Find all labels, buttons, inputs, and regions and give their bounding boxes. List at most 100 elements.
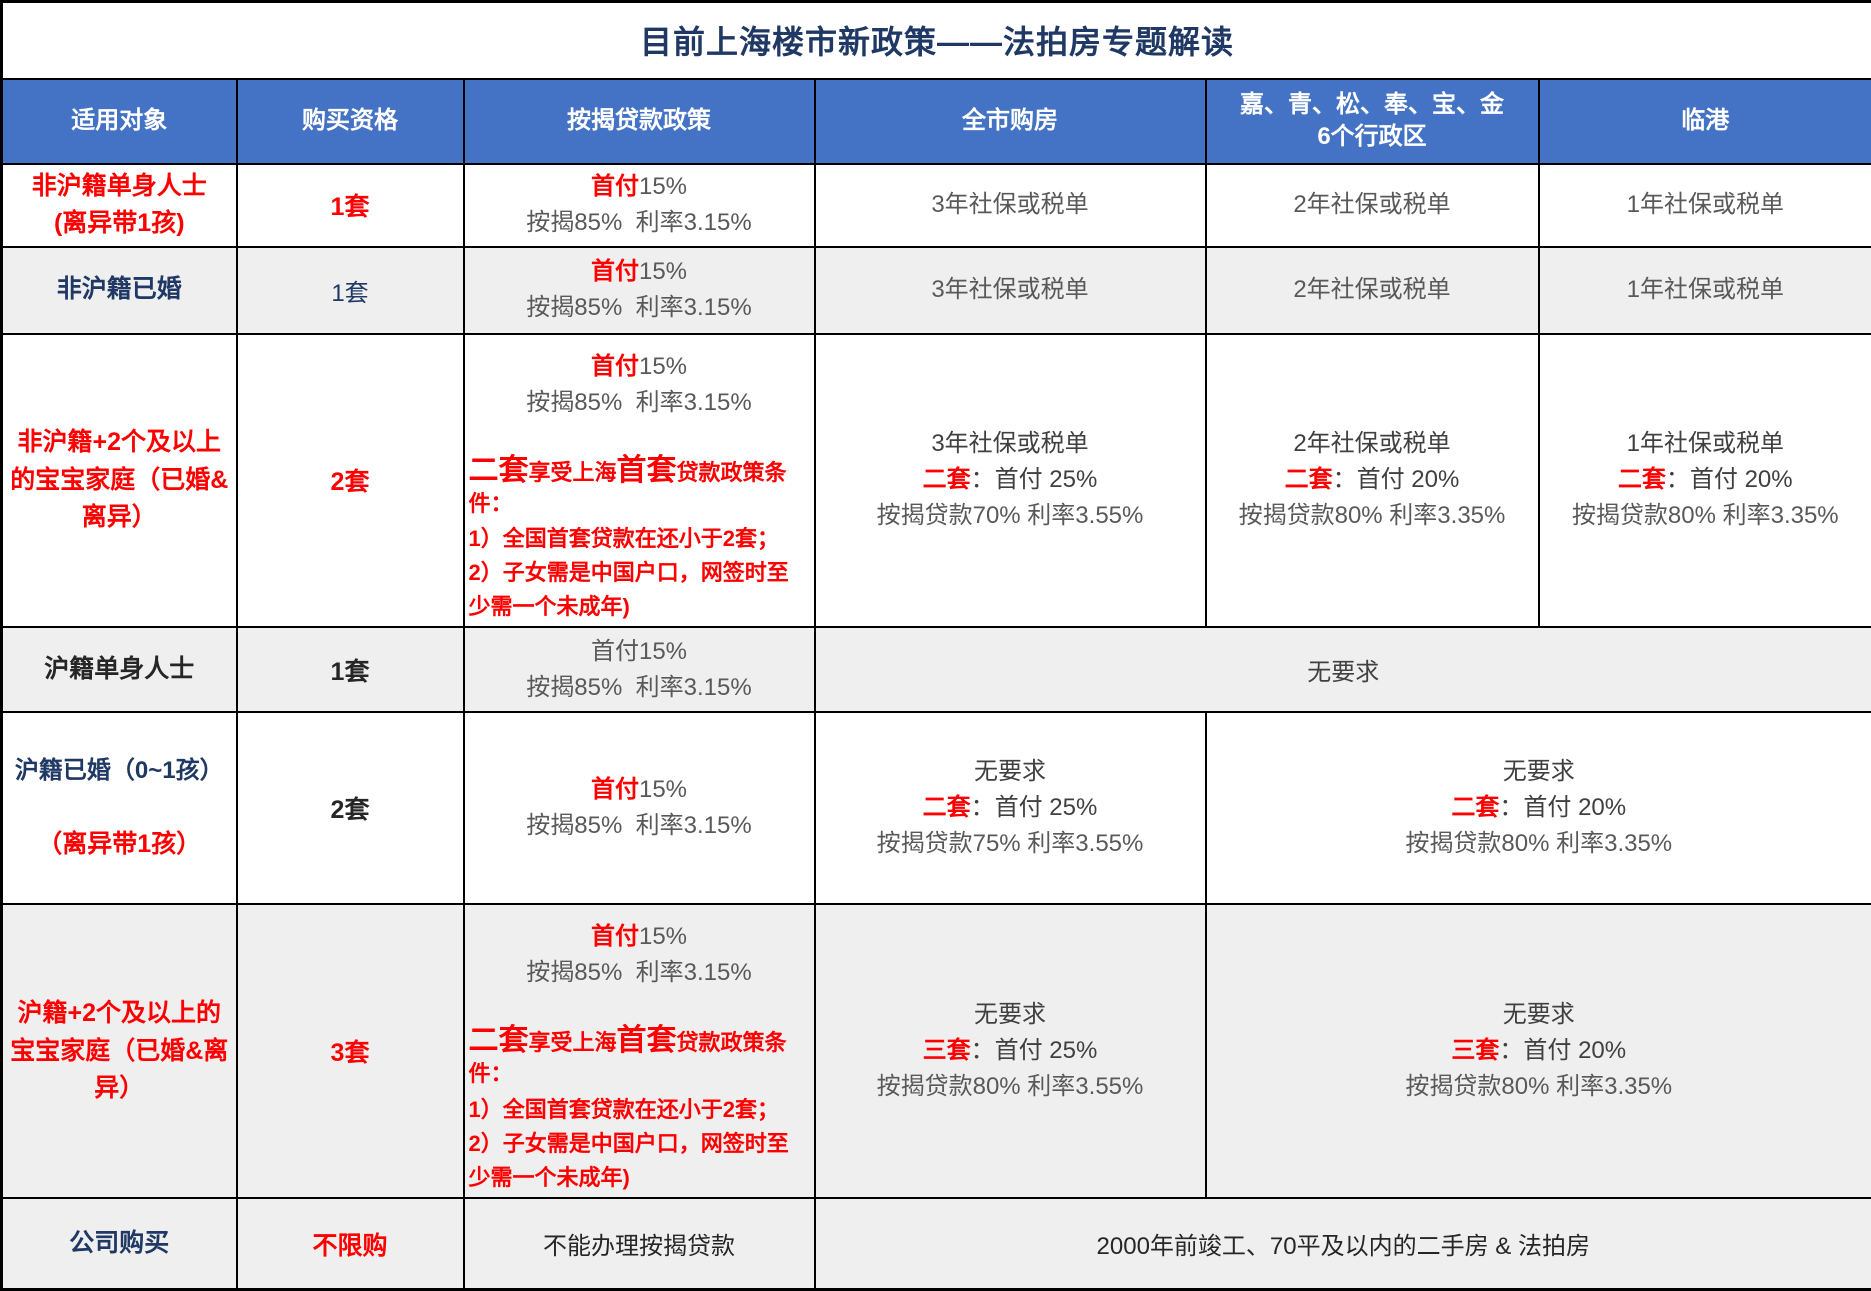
loan-rate-line: 按揭贷款80% 利率3.35%: [1211, 826, 1868, 862]
cell-citywide: 3年社保或税单 二套：首付 25% 按揭贷款70% 利率3.55%: [815, 334, 1206, 628]
loan-rate-line: 按揭贷款80% 利率3.35%: [1211, 1069, 1868, 1105]
cell-qualification: 1套: [237, 627, 464, 712]
note-tier: 二套: [469, 1024, 529, 1057]
mortgage-rate-line: 按揭85% 利率3.15%: [469, 385, 810, 421]
cell-qualification: 3套: [237, 904, 464, 1198]
tier-downpayment: ：首付 25%: [971, 1037, 1098, 1064]
cell-citywide: 无要求 三套：首付 25% 按揭贷款80% 利率3.55%: [815, 904, 1206, 1198]
cell-subject: 非沪籍+2个及以上的宝宝家庭（已婚&离异）: [2, 334, 237, 628]
tier-downpayment-line: 三套：首付 25%: [820, 1033, 1201, 1069]
social-requirement: 无要求: [820, 754, 1201, 790]
down-payment-line: 首付15%: [469, 772, 810, 808]
subject-line-1: 沪籍已婚（0~1孩）: [7, 753, 232, 789]
second-home-note: 二套享受上海首套贷款政策条件： 1）全国首套贷款在还小于2套； 2）子女需是中国…: [469, 1021, 810, 1195]
cell-lingang: 1年社保或税单: [1539, 247, 1871, 334]
cell-merged-districts: 无要求 二套：首付 20% 按揭贷款80% 利率3.35%: [1206, 712, 1871, 904]
table-row: 沪籍已婚（0~1孩） （离异带1孩） 2套 首付15% 按揭85% 利率3.15…: [2, 712, 1871, 904]
down-payment-value: 15%: [639, 776, 687, 803]
tier-downpayment: ：首付 20%: [1499, 1037, 1626, 1064]
note-title: 二套享受上海首套贷款政策条件：: [469, 451, 810, 519]
mortgage-rate-line: 按揭85% 利率3.15%: [469, 290, 810, 326]
social-requirement: 无要求: [1211, 754, 1868, 790]
loan-rate-line: 按揭贷款80% 利率3.35%: [1211, 498, 1534, 534]
cell-mortgage: 首付15% 按揭85% 利率3.15%: [464, 627, 815, 712]
social-requirement: 2年社保或税单: [1211, 426, 1534, 462]
tier-downpayment-line: 二套：首付 20%: [1211, 462, 1534, 498]
tier-downpayment: ：首付 25%: [971, 466, 1098, 493]
tier-label: 二套: [923, 466, 971, 493]
social-requirement: 无要求: [820, 997, 1201, 1033]
down-payment-label: 首付: [591, 258, 639, 285]
social-requirement: 3年社保或税单: [820, 426, 1201, 462]
tier-downpayment-line: 二套：首付 25%: [820, 790, 1201, 826]
mortgage-rate-line: 按揭85% 利率3.15%: [469, 205, 810, 241]
subject-line-2: （离异带1孩）: [7, 826, 232, 864]
tier-downpayment: ：首付 20%: [1499, 794, 1626, 821]
mortgage-rate-line: 按揭85% 利率3.15%: [469, 955, 810, 991]
tier-downpayment-line: 二套：首付 20%: [1211, 790, 1868, 826]
note-text: 享受上海: [529, 1030, 617, 1055]
cell-mortgage: 首付15% 按揭85% 利率3.15%: [464, 712, 815, 904]
down-payment-label: 首付: [591, 173, 639, 200]
table-row: 沪籍+2个及以上的宝宝家庭（已婚&离异） 3套 首付15% 按揭85% 利率3.…: [2, 904, 1871, 1198]
down-payment-value: 15%: [639, 353, 687, 380]
cell-mortgage: 不能办理按揭贷款: [464, 1198, 815, 1289]
mortgage-rate-line: 按揭85% 利率3.15%: [469, 808, 810, 844]
note-tier: 二套: [469, 454, 529, 487]
table-row: 非沪籍+2个及以上的宝宝家庭（已婚&离异） 2套 首付15% 按揭85% 利率3…: [2, 334, 1871, 628]
down-payment-label: 首付: [591, 776, 639, 803]
cell-subject: 公司购买: [2, 1198, 237, 1289]
social-requirement: 1年社保或税单: [1544, 426, 1868, 462]
down-payment-line: 首付15%: [469, 349, 810, 385]
cell-subject: 沪籍+2个及以上的宝宝家庭（已婚&离异）: [2, 904, 237, 1198]
down-payment-label: 首付: [591, 353, 639, 380]
tier-label: 二套: [1451, 794, 1499, 821]
cell-lingang: 1年社保或税单 二套：首付 20% 按揭贷款80% 利率3.35%: [1539, 334, 1871, 628]
tier-downpayment: ：首付 20%: [1333, 466, 1460, 493]
cell-subject: 沪籍已婚（0~1孩） （离异带1孩）: [2, 712, 237, 904]
tier-label: 二套: [923, 794, 971, 821]
tier-downpayment-line: 三套：首付 20%: [1211, 1033, 1868, 1069]
down-payment-label: 首付: [591, 923, 639, 950]
column-header-mortgage-policy: 按揭贷款政策: [464, 79, 815, 164]
cell-six-districts: 2年社保或税单 二套：首付 20% 按揭贷款80% 利率3.35%: [1206, 334, 1539, 628]
column-header-qualification: 购买资格: [237, 79, 464, 164]
cell-citywide: 3年社保或税单: [815, 247, 1206, 334]
cell-lingang: 1年社保或税单: [1539, 164, 1871, 247]
loan-rate-line: 按揭贷款80% 利率3.55%: [820, 1069, 1201, 1105]
cell-qualification: 2套: [237, 712, 464, 904]
down-payment-value: 15%: [639, 173, 687, 200]
down-payment-value: 15%: [639, 258, 687, 285]
cell-subject: 非沪籍单身人士 (离异带1孩): [2, 164, 237, 247]
note-conditions: 1）全国首套贷款在还小于2套； 2）子女需是中国户口，网签时至少需一个未成年): [469, 1093, 810, 1195]
down-payment-line: 首付15%: [469, 169, 810, 205]
cell-qualification: 2套: [237, 334, 464, 628]
tier-downpayment: ：首付 25%: [971, 794, 1098, 821]
page-title: 目前上海楼市新政策——法拍房专题解读: [2, 2, 1871, 79]
column-header-lingang: 临港: [1539, 79, 1871, 164]
social-requirement: 无要求: [1211, 997, 1868, 1033]
cell-mortgage: 首付15% 按揭85% 利率3.15%: [464, 164, 815, 247]
down-payment-value: 15%: [639, 923, 687, 950]
cell-six-districts: 2年社保或税单: [1206, 164, 1539, 247]
tier-label: 三套: [923, 1037, 971, 1064]
cell-merged-requirement: 2000年前竣工、70平及以内的二手房 & 法拍房: [815, 1198, 1871, 1289]
loan-rate-line: 按揭贷款70% 利率3.55%: [820, 498, 1201, 534]
column-header-citywide: 全市购房: [815, 79, 1206, 164]
note-first-home: 首套: [617, 454, 677, 487]
cell-mortgage: 首付15% 按揭85% 利率3.15% 二套享受上海首套贷款政策条件： 1）全国…: [464, 904, 815, 1198]
tier-downpayment-line: 二套：首付 25%: [820, 462, 1201, 498]
cell-six-districts: 2年社保或税单: [1206, 247, 1539, 334]
cell-qualification: 不限购: [237, 1198, 464, 1289]
column-header-six-districts: 嘉、青、松、奉、宝、金 6个行政区: [1206, 79, 1539, 164]
cell-citywide: 3年社保或税单: [815, 164, 1206, 247]
loan-rate-line: 按揭贷款80% 利率3.35%: [1544, 498, 1868, 534]
policy-table-page: 目前上海楼市新政策——法拍房专题解读 适用对象 购买资格 按揭贷款政策 全市购房…: [0, 0, 1871, 1079]
table-row: 沪籍单身人士 1套 首付15% 按揭85% 利率3.15% 无要求: [2, 627, 1871, 712]
column-header-subject: 适用对象: [2, 79, 237, 164]
cell-citywide: 无要求 二套：首付 25% 按揭贷款75% 利率3.55%: [815, 712, 1206, 904]
second-home-note: 二套享受上海首套贷款政策条件： 1）全国首套贷款在还小于2套； 2）子女需是中国…: [469, 451, 810, 625]
tier-label: 二套: [1285, 466, 1333, 493]
cell-merged-districts: 无要求 三套：首付 20% 按揭贷款80% 利率3.35%: [1206, 904, 1871, 1198]
